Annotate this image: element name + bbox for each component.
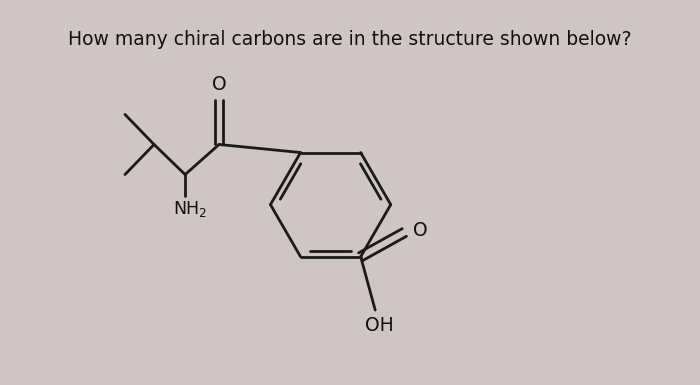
- Text: How many chiral carbons are in the structure shown below?: How many chiral carbons are in the struc…: [69, 30, 631, 49]
- Text: OH: OH: [365, 316, 393, 335]
- Text: O: O: [413, 221, 428, 240]
- Text: O: O: [211, 75, 226, 94]
- Text: NH$_2$: NH$_2$: [174, 199, 208, 219]
